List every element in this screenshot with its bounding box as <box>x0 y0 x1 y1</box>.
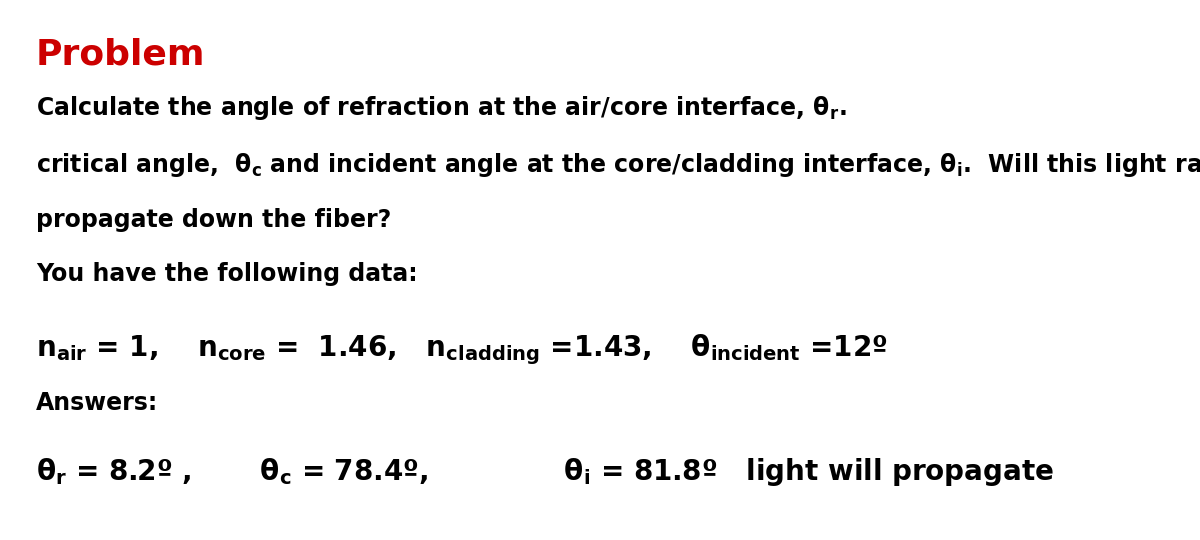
Text: $\mathbf{n_{air}}$ = 1,    $\mathbf{n_{core}}$ =  1.46,   $\mathbf{n_{cladding}}: $\mathbf{n_{air}}$ = 1, $\mathbf{n_{core… <box>36 332 888 367</box>
Text: propagate down the fiber?: propagate down the fiber? <box>36 208 391 232</box>
Text: Answers:: Answers: <box>36 392 158 415</box>
Text: Problem: Problem <box>36 38 205 72</box>
Text: critical angle,  $\mathbf{\theta_c}$ and incident angle at the core/cladding int: critical angle, $\mathbf{\theta_c}$ and … <box>36 151 1200 179</box>
Text: You have the following data:: You have the following data: <box>36 262 418 286</box>
Text: Calculate the angle of refraction at the air/core interface, $\mathbf{\theta_r}$: Calculate the angle of refraction at the… <box>36 94 846 123</box>
Text: $\mathbf{\theta_r}$ = 8.2º ,       $\mathbf{\theta_c}$ = 78.4º,              $\m: $\mathbf{\theta_r}$ = 8.2º , $\mathbf{\t… <box>36 456 1054 488</box>
